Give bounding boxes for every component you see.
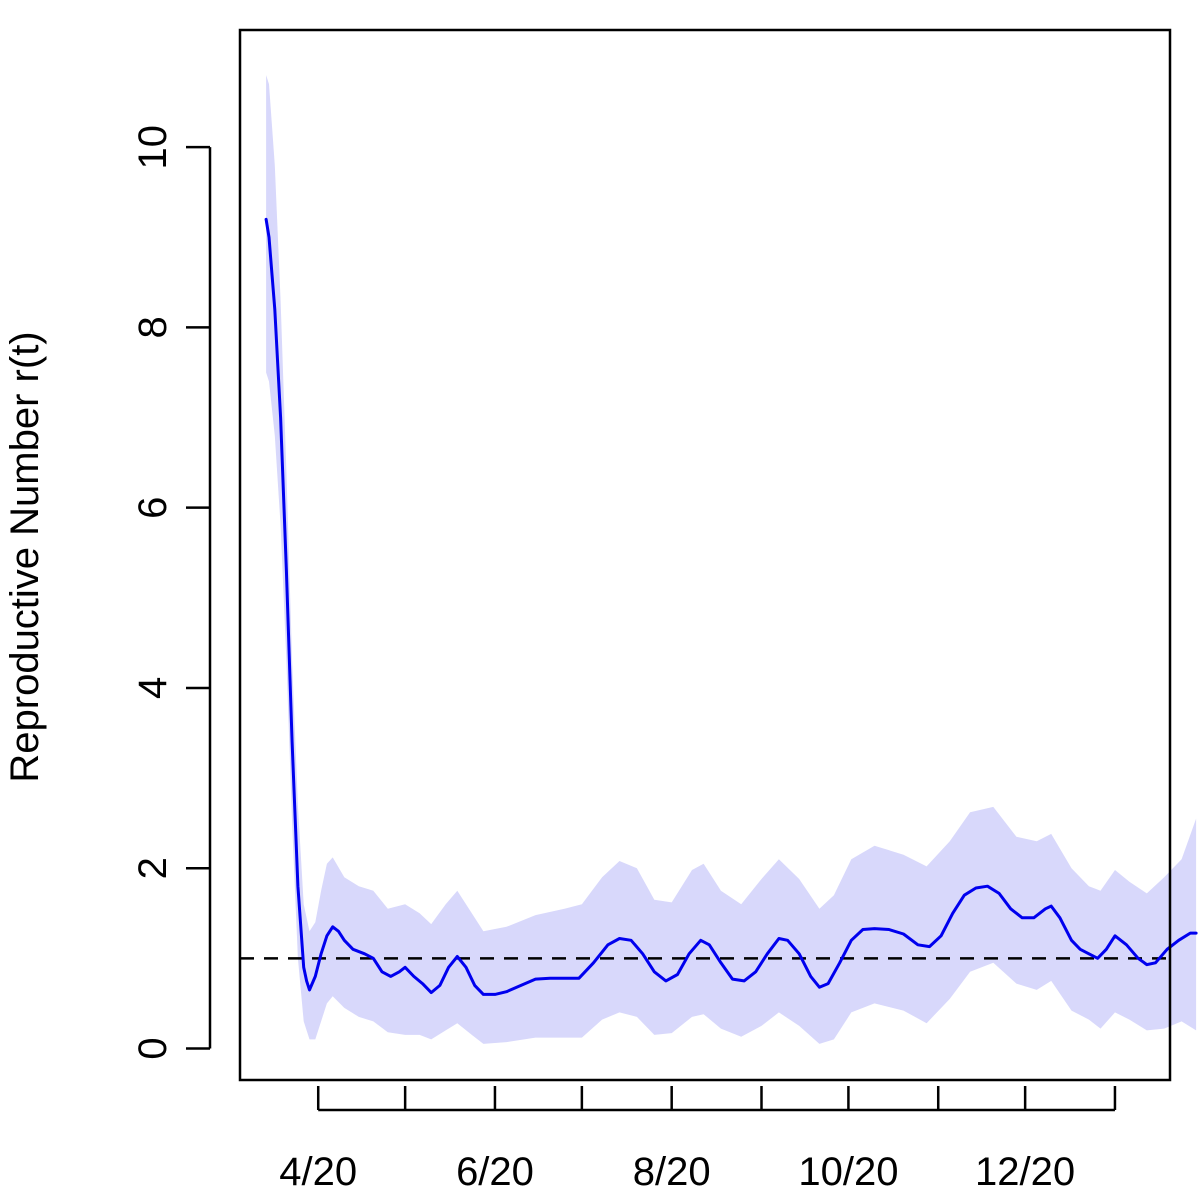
y-tick-label: 0: [131, 1037, 175, 1059]
x-tick-label: 4/20: [279, 1150, 357, 1194]
x-tick-label: 10/20: [798, 1150, 898, 1194]
y-tick-label: 10: [131, 125, 175, 170]
x-tick-label: 6/20: [456, 1150, 534, 1194]
y-tick-label: 4: [131, 677, 175, 699]
y-tick-label: 8: [131, 316, 175, 338]
confidence-band: [266, 75, 1197, 1044]
series-line: [264, 217, 1198, 996]
estimate-line-layer: [264, 217, 1198, 996]
y-tick-label: 2: [131, 857, 175, 879]
y-axis-title: Reproductive Number r(t): [3, 331, 47, 782]
x-tick-label: 8/20: [633, 1150, 711, 1194]
confidence-band-layer: [266, 75, 1197, 1044]
axes-layer: 0 2 4 6 8 10 4/20 6/20 8/20 10/20 12/20: [131, 28, 1172, 1194]
plot-frame: [238, 28, 1172, 1082]
x-tick-label: 12/20: [975, 1150, 1075, 1194]
y-tick-label: 6: [131, 497, 175, 519]
